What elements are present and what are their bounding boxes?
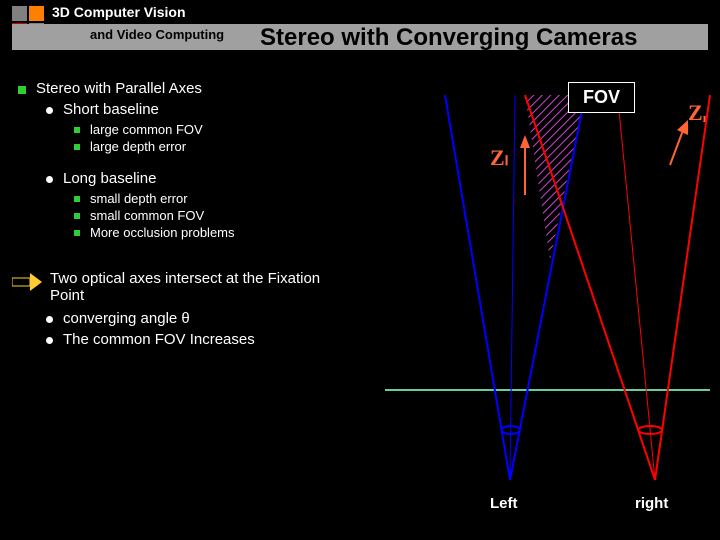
list-item: small common FOV <box>74 208 398 223</box>
square-bullet-icon <box>74 196 80 202</box>
course-subtitle: and Video Computing <box>90 27 224 42</box>
list-item: Long baseline <box>46 170 398 187</box>
dot-bullet-icon <box>46 316 53 323</box>
list-item: Short baseline <box>46 101 398 118</box>
arrow-bullet-icon <box>12 273 42 291</box>
bullet-text: Short baseline <box>63 101 159 118</box>
bullet-text: small common FOV <box>90 208 204 223</box>
highlighted-block: Two optical axes intersect at the Fixati… <box>18 270 358 348</box>
list-item: More occlusion problems <box>74 225 398 240</box>
fov-label: FOV <box>568 82 635 113</box>
bullet-text: Stereo with Parallel Axes <box>36 80 202 97</box>
square-bullet-icon <box>74 127 80 133</box>
subtitle-bar: and Video Computing Stereo with Convergi… <box>12 24 708 50</box>
course-title: 3D Computer Vision <box>52 4 186 20</box>
bullet-text: large depth error <box>90 139 186 154</box>
dot-bullet-icon <box>46 176 53 183</box>
bullet-text: Two optical axes intersect at the Fixati… <box>50 270 358 304</box>
square-bullet-icon <box>74 213 80 219</box>
stereo-diagram <box>370 80 720 520</box>
list-item: large depth error <box>74 139 398 154</box>
square-bullet-icon <box>18 86 26 94</box>
square-bullet-icon <box>74 230 80 236</box>
list-item: small depth error <box>74 191 398 206</box>
header-box <box>12 6 27 21</box>
list-item: Stereo with Parallel Axes <box>18 80 398 97</box>
dot-bullet-icon <box>46 107 53 114</box>
bullet-text: The common FOV Increases <box>63 331 255 348</box>
header-box <box>29 6 44 21</box>
dot-bullet-icon <box>46 337 53 344</box>
bullet-text: large common FOV <box>90 122 203 137</box>
square-bullet-icon <box>74 144 80 150</box>
list-item: The common FOV Increases <box>46 331 358 348</box>
slide-title: Stereo with Converging Cameras <box>260 24 637 52</box>
content-area: Stereo with Parallel Axes Short baseline… <box>18 80 398 352</box>
bullet-text: small depth error <box>90 191 188 206</box>
bullet-text: More occlusion problems <box>90 225 235 240</box>
list-item: converging angle θ <box>46 310 358 327</box>
bullet-text: converging angle θ <box>63 310 190 327</box>
bullet-text: Long baseline <box>63 170 156 187</box>
list-item: large common FOV <box>74 122 398 137</box>
